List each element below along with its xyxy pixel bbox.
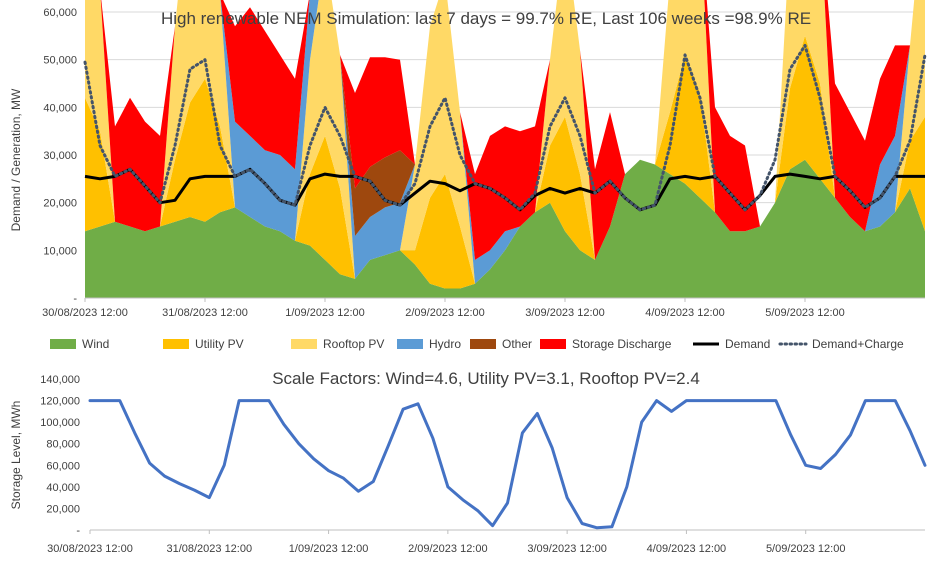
- storage-chart-y-tick-label: -: [76, 525, 80, 537]
- storage-chart-x-tick-label: 4/09/2023 12:00: [647, 543, 727, 555]
- storage-chart-x-tick-label: 5/09/2023 12:00: [766, 543, 846, 555]
- generation-chart-y-tick-label: -: [73, 293, 77, 305]
- legend-label-demand-charge: Demand+Charge: [812, 337, 904, 351]
- legend-label-storage-discharge: Storage Discharge: [572, 337, 672, 351]
- generation-chart-x-ticks: 30/08/2023 12:00 31/08/2023 12:00 1/09/202…: [42, 298, 845, 319]
- storage-chart-x-tick-label: 2/09/2023 12:00: [408, 543, 488, 555]
- generation-chart-x-tick-label: 5/09/2023 12:00: [765, 307, 845, 319]
- area-storage-discharge: [100, 0, 915, 260]
- legend-label-hydro: Hydro: [429, 337, 461, 351]
- storage-chart: - 20,000 40,000 60,000 80,000 100,000 120,000 1…: [9, 369, 927, 555]
- area-wind: [85, 159, 925, 298]
- generation-chart-y-axis-label: Demand / Generation, MW: [9, 88, 23, 231]
- storage-chart-y-tick-label: 80,000: [46, 439, 80, 451]
- line-storage-level: [88, 399, 927, 530]
- legend-label-wind: Wind: [82, 337, 109, 351]
- generation-chart-y-tick-label: 10,000: [43, 245, 77, 257]
- legend-label-rooftop-pv: Rooftop PV: [323, 337, 384, 351]
- legend-label-demand: Demand: [725, 337, 770, 351]
- generation-chart-x-tick-label: 30/08/2023 12:00: [42, 307, 128, 319]
- storage-chart-y-tick-label: 140,000: [40, 374, 80, 386]
- generation-chart-title: High renewable NEM Simulation: last 7 da…: [161, 9, 811, 28]
- generation-chart-y-tick-label: 30,000: [43, 150, 77, 162]
- legend-swatch-utility-pv: [163, 339, 189, 349]
- legend-label-other: Other: [502, 337, 532, 351]
- legend-swatch-storage-discharge: [540, 339, 566, 349]
- storage-chart-y-tick-label: 60,000: [46, 460, 80, 472]
- generation-chart-x-tick-label: 31/08/2023 12:00: [162, 307, 248, 319]
- generation-chart-y-tick-label: 50,000: [43, 55, 77, 67]
- storage-chart-y-tick-label: 120,000: [40, 396, 80, 408]
- storage-chart-y-ticks: - 20,000 40,000 60,000 80,000 100,000 120,000 1…: [40, 374, 80, 537]
- generation-chart-y-tick-label: 20,000: [43, 198, 77, 210]
- legend-swatch-rooftop-pv: [291, 339, 317, 349]
- storage-chart-y-tick-label: 40,000: [46, 482, 80, 494]
- generation-chart-x-tick-label: 3/09/2023 12:00: [525, 307, 605, 319]
- storage-chart-x-tick-label: 31/08/2023 12:00: [166, 543, 252, 555]
- legend-label-utility-pv: Utility PV: [195, 337, 244, 351]
- storage-chart-lines: [88, 399, 927, 530]
- generation-chart-x-tick-label: 2/09/2023 12:00: [405, 307, 485, 319]
- storage-chart-x-ticks: 30/08/2023 12:00 31/08/2023 12:00 1/09/202…: [47, 530, 845, 555]
- generation-chart-x-tick-label: 1/09/2023 12:00: [285, 307, 365, 319]
- area-hydro: [100, 0, 915, 284]
- storage-chart-y-tick-label: 20,000: [46, 503, 80, 515]
- legend-swatch-other: [470, 339, 496, 349]
- generation-chart-x-tick-label: 4/09/2023 12:00: [645, 307, 725, 319]
- legend-swatch-hydro: [397, 339, 423, 349]
- generation-chart-lines: [83, 43, 927, 212]
- storage-chart-x-tick-label: 3/09/2023 12:00: [527, 543, 607, 555]
- storage-chart-x-tick-label: 1/09/2023 12:00: [289, 543, 369, 555]
- storage-chart-y-axis-label: Storage Level, MWh: [9, 401, 23, 510]
- line-demand-charge: [83, 43, 927, 212]
- storage-chart-title: Scale Factors: Wind=4.6, Utility PV=3.1,…: [272, 369, 700, 388]
- storage-chart-x-tick-label: 30/08/2023 12:00: [47, 543, 133, 555]
- generation-chart-y-tick-label: 40,000: [43, 102, 77, 114]
- legend-swatch-wind: [50, 339, 76, 349]
- generation-chart: - 10,000 20,000 30,000 40,000 50,000 60,000 30…: [9, 0, 927, 351]
- generation-chart-areas: [85, 0, 925, 298]
- generation-chart-y-ticks: - 10,000 20,000 30,000 40,000 50,000 60,000: [43, 7, 77, 305]
- generation-chart-legend: Wind Utility PV Rooftop PV Hydro Other Storag…: [50, 337, 904, 351]
- storage-chart-y-tick-label: 100,000: [40, 417, 80, 429]
- generation-chart-y-tick-label: 60,000: [43, 7, 77, 19]
